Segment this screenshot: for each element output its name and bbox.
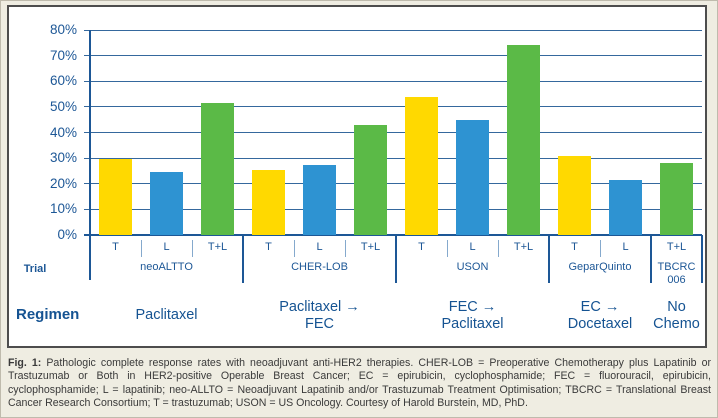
bar-category-label: T bbox=[418, 241, 425, 253]
trial-name: CHER-LOB bbox=[291, 261, 348, 273]
column-separator bbox=[344, 240, 346, 257]
regimen-name: FEC → Paclitaxel bbox=[396, 295, 549, 337]
y-axis-tick-label: 40% bbox=[49, 124, 77, 140]
regimen-line: Paclitaxel → bbox=[279, 298, 360, 315]
trial-name: GeparQuinto bbox=[568, 261, 632, 273]
bar-USON-T+L bbox=[507, 45, 540, 235]
trial-group-separator bbox=[650, 235, 652, 283]
y-axis-tick-label: 50% bbox=[49, 98, 77, 114]
regimen-line: FEC → bbox=[448, 298, 497, 315]
column-separator bbox=[599, 240, 601, 257]
regimen-line: Docetaxel bbox=[567, 316, 633, 332]
gridline-50% bbox=[84, 106, 702, 108]
bar-category-label: T bbox=[265, 241, 272, 253]
bar-category-label: T bbox=[571, 241, 578, 253]
bar-CHER-LOB-T+L bbox=[354, 124, 387, 235]
y-axis-tick-label: 10% bbox=[49, 201, 77, 217]
trial-name: neoALTTO bbox=[140, 261, 193, 273]
bar-neoALTTO-T+L bbox=[201, 103, 234, 235]
regimen-line: No bbox=[667, 298, 686, 315]
bar-category-label: L bbox=[316, 241, 323, 253]
column-separator bbox=[446, 240, 448, 257]
gridline-20% bbox=[84, 183, 702, 185]
gridline-40% bbox=[84, 132, 702, 133]
bar-category-label: T bbox=[112, 241, 119, 253]
y-axis-tick-label: 60% bbox=[49, 73, 77, 89]
regimen-name: Paclitaxel bbox=[90, 295, 243, 337]
bar-category-label: L bbox=[469, 241, 476, 253]
chart-panel: Trial Regimen 80% 70% 60% 50% 40% 30% 20% 10% 0%… bbox=[7, 5, 707, 348]
bar-TBCRC-006-T+L bbox=[660, 163, 693, 235]
bar-category-label: L bbox=[163, 241, 170, 253]
regimen-name: EC → Docetaxel bbox=[549, 295, 651, 337]
regimen-line: EC → bbox=[580, 298, 620, 315]
bar-category-label: T+L bbox=[666, 241, 687, 253]
y-axis-tick-label: 30% bbox=[49, 150, 77, 166]
bar-CHER-LOB-L bbox=[303, 164, 336, 235]
trial-group-separator bbox=[395, 235, 397, 283]
gridline-60% bbox=[84, 80, 702, 82]
regimen-line: Paclitaxel bbox=[441, 316, 504, 332]
bar-GeparQuinto-L bbox=[609, 179, 642, 235]
regimen-name: Paclitaxel → FEC bbox=[243, 295, 396, 337]
y-axis-tick-label: 20% bbox=[49, 175, 77, 191]
regimen-line: Chemo bbox=[653, 316, 700, 332]
y-axis-tick-label: 70% bbox=[49, 47, 77, 63]
bar-neoALTTO-L bbox=[150, 172, 183, 235]
caption-text: Pathologic complete response rates with … bbox=[8, 357, 711, 410]
gridline-80% bbox=[84, 29, 702, 31]
column-separator bbox=[497, 240, 499, 257]
regimen-row-header: Regimen bbox=[16, 306, 80, 323]
trial-name: USON bbox=[456, 261, 489, 273]
figure-caption: Fig. 1: Pathologic complete response rat… bbox=[8, 357, 711, 411]
bar-USON-L bbox=[456, 119, 489, 235]
y-axis-tick-label: 0% bbox=[57, 227, 77, 242]
y-axis-line bbox=[89, 30, 91, 280]
gridline-70% bbox=[84, 55, 702, 57]
regimen-name: No Chemo bbox=[651, 295, 702, 337]
bar-category-label: T+L bbox=[360, 241, 381, 253]
trial-name: TBCRC 006 bbox=[657, 261, 696, 286]
column-separator bbox=[293, 240, 295, 257]
bar-category-label: L bbox=[622, 241, 629, 253]
column-separator bbox=[140, 240, 142, 257]
bar-category-label: T+L bbox=[207, 241, 228, 253]
gridline-30% bbox=[84, 157, 702, 159]
bar-neoALTTO-T bbox=[99, 159, 132, 235]
gridline-0% bbox=[84, 234, 702, 236]
bar-CHER-LOB-T bbox=[252, 169, 285, 235]
trial-group-separator bbox=[242, 235, 244, 283]
bar-USON-T bbox=[405, 96, 438, 235]
y-axis-tick-label: 80% bbox=[49, 22, 77, 37]
caption-figure-number: Fig. 1: bbox=[8, 357, 42, 369]
trial-group-separator bbox=[701, 235, 703, 283]
bar-category-label: T+L bbox=[513, 241, 534, 253]
regimen-line: FEC bbox=[305, 316, 334, 332]
column-separator bbox=[191, 240, 193, 257]
trial-group-separator bbox=[548, 235, 550, 283]
bar-GeparQuinto-T bbox=[558, 155, 591, 235]
trial-row-header: Trial bbox=[23, 263, 47, 275]
regimen-line: Paclitaxel bbox=[135, 307, 198, 324]
gridline-10% bbox=[84, 208, 702, 210]
